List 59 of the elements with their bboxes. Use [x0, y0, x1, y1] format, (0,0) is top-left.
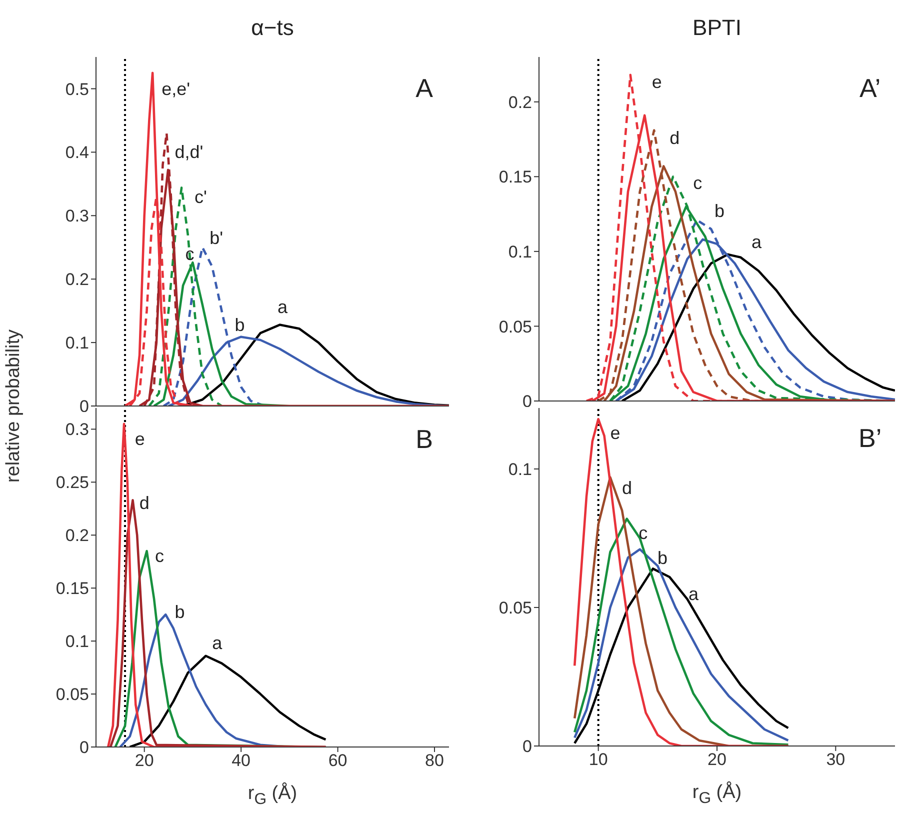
y-tick-label: 0.25: [56, 473, 89, 492]
annotation: b: [714, 201, 725, 222]
y-tick-label: 0.1: [508, 460, 532, 479]
y-tick-label: 0.05: [498, 317, 532, 336]
y-tick-label: 0.1: [65, 632, 89, 652]
annotation: b: [658, 548, 668, 568]
annotation: A: [416, 73, 433, 104]
annotation: c': [194, 186, 207, 207]
annotation: A’: [859, 72, 881, 103]
y-tick-label: 0: [522, 737, 532, 756]
x-tick-label: 20: [134, 751, 154, 770]
y-tick-label: 0.2: [65, 270, 89, 290]
y-tick-label: 0.2: [508, 92, 532, 112]
annotation: e,e': [162, 78, 190, 99]
y-tick-label: 0.4: [65, 143, 89, 162]
y-tick-label: 0: [522, 392, 532, 412]
x-tick-label: 10: [588, 750, 608, 770]
x-tick-label: 40: [232, 751, 251, 770]
y-tick-label: 0: [80, 397, 89, 416]
annotation: e: [134, 428, 145, 449]
x-tick-label: 20: [708, 750, 726, 770]
x-tick-label: 60: [328, 751, 348, 770]
x-axis-title: r$_{G}$ (Å): [691, 782, 743, 808]
annotation: b: [174, 602, 185, 622]
y-tick-label: 0.3: [65, 206, 89, 226]
y-tick-label: 0: [80, 738, 89, 758]
annotation: B’: [858, 423, 882, 454]
y-tick-label: 0.5: [65, 80, 89, 99]
y-tick-label: 0.05: [498, 598, 532, 618]
annotation: d: [622, 478, 632, 498]
y-tick-label: 0.1: [508, 242, 532, 262]
y-tick-label: 0.2: [65, 526, 89, 546]
annotation: b: [234, 314, 245, 335]
annotation: c: [154, 546, 164, 566]
annotation: b': [210, 228, 224, 248]
annotation: d,d': [174, 142, 204, 162]
y-tick-label: 0.3: [65, 420, 89, 440]
y-tick-label: 0.15: [56, 579, 89, 598]
annotation: c: [693, 172, 702, 193]
y-tick-label: 0.15: [498, 168, 532, 187]
annotation: a: [752, 232, 762, 252]
annotation: B: [416, 424, 433, 454]
chart-title: α−ts: [250, 15, 295, 41]
annotation: e: [652, 72, 662, 92]
y-axis-title: relative probability: [3, 329, 25, 483]
y-tick-label: 0.05: [56, 685, 89, 704]
annotation: c: [638, 522, 648, 543]
annotation: d: [670, 128, 680, 148]
x-tick-label: 80: [425, 751, 444, 770]
annotation: a: [688, 584, 699, 604]
annotation: e: [610, 423, 620, 443]
annotation: a: [277, 296, 288, 317]
y-tick-label: 0.1: [65, 334, 89, 353]
chart-title: BPTI: [692, 15, 742, 41]
annotation: a: [212, 633, 222, 654]
x-tick-label: 30: [826, 750, 846, 770]
annotation: d: [139, 493, 150, 514]
annotation: c: [185, 244, 194, 264]
x-axis-title: r$_{G}$ (Å): [246, 783, 298, 809]
